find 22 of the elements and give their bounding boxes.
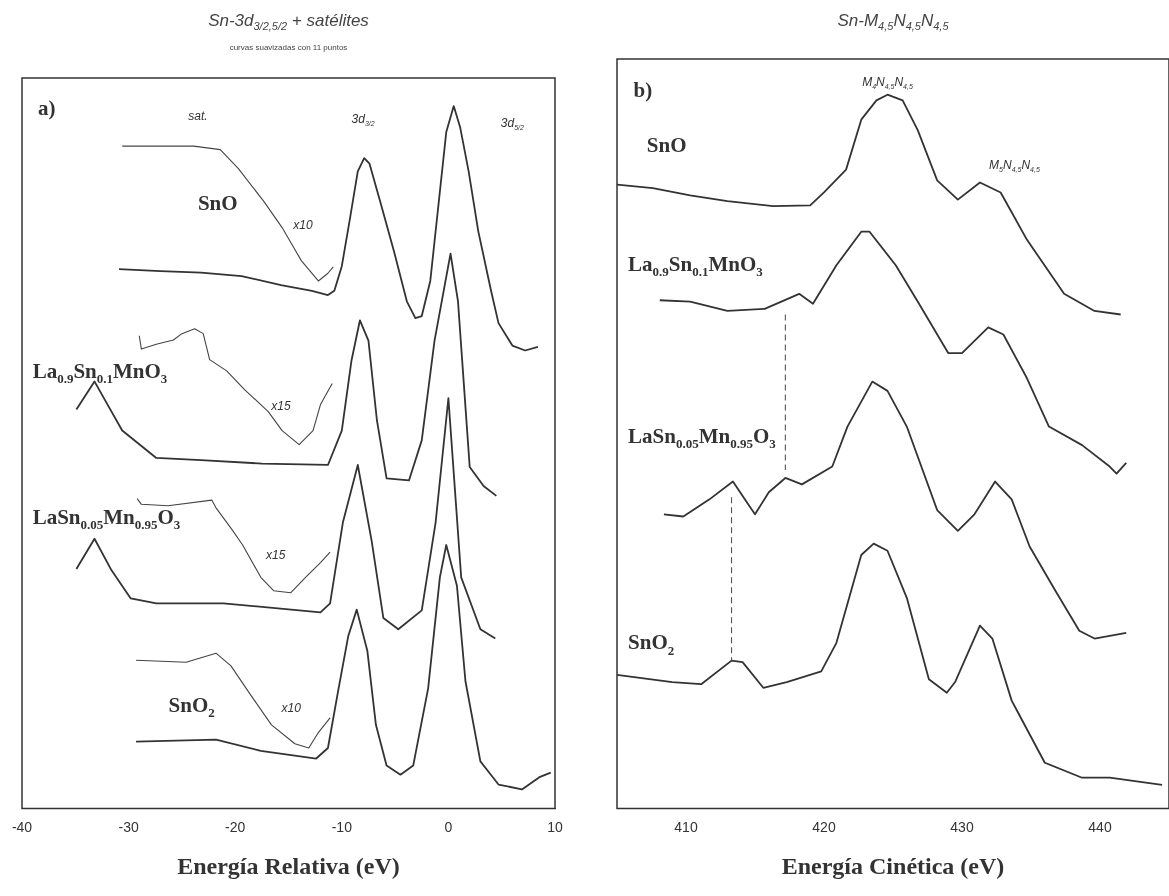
annotation: x15 — [265, 548, 286, 563]
x-tick-label: 430 — [950, 818, 974, 835]
annotation: a) — [37, 96, 56, 121]
x-tick-label: 410 — [674, 818, 698, 835]
x-axis-title: Energía Cinética (eV) — [781, 852, 1005, 879]
annotation: x10 — [280, 700, 302, 715]
annotation: b) — [633, 77, 653, 102]
x-tick-label: 0 — [444, 818, 453, 835]
x-axis-title: Energía Relativa (eV) — [177, 852, 400, 879]
chart-subtitle: curvas suavizadas con 11 puntos — [229, 43, 348, 52]
x-tick-label: -40 — [11, 818, 33, 835]
series-label: SnO — [646, 132, 687, 157]
annotation: x10 — [292, 218, 313, 233]
x-tick-label: -10 — [331, 818, 353, 835]
annotation: sat. — [188, 108, 208, 123]
x-tick-label: -30 — [118, 818, 139, 835]
text: SnO — [197, 191, 238, 216]
x-tick-label: -20 — [225, 818, 246, 835]
x-tick-label: 420 — [812, 818, 836, 835]
annotation: x15 — [270, 399, 292, 414]
x-tick-label: 440 — [1088, 818, 1112, 835]
x-tick-label: 10 — [547, 818, 563, 835]
